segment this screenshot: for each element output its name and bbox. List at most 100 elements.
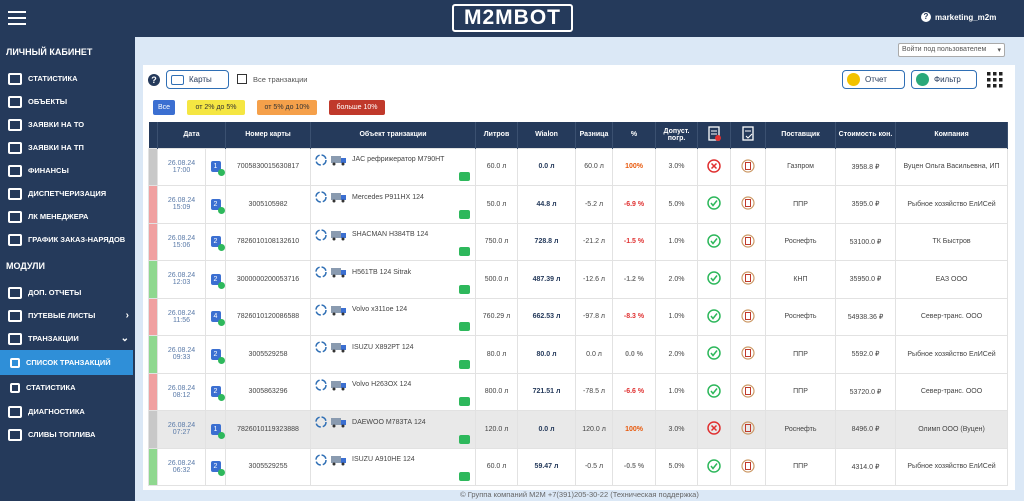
nav-item[interactable]: СТАТИСТИКА (0, 67, 135, 90)
comment-icon[interactable] (459, 359, 471, 369)
object-name: ISUZU А910НЕ 124 (352, 456, 415, 463)
count-badge[interactable]: 2 (210, 348, 225, 364)
nav-item[interactable]: ЗАЯВКИ НА ТО (0, 113, 135, 136)
filter-chip[interactable]: от 2% до 5% (187, 100, 245, 115)
count-badge[interactable]: 2 (210, 273, 225, 289)
table-row[interactable]: 26.08.24 12:03 2 3000000200053716 Н561ТВ 124… (148, 260, 1009, 299)
check-status[interactable] (697, 147, 732, 186)
header-cell[interactable]: Wialon (517, 122, 577, 148)
filter-chip[interactable]: больше 10% (329, 100, 385, 115)
count-badge[interactable]: 2 (210, 386, 225, 402)
object-icons (315, 228, 347, 241)
table-row[interactable]: 26.08.24 17:00 1 7005830015630817 JAC рефриж… (148, 147, 1009, 186)
nav-item[interactable]: ГРАФИК ЗАКАЗ-НАРЯДОВ (0, 228, 135, 251)
login-as-select[interactable]: Войти под пользователем ▾ (898, 43, 1005, 57)
nav-item[interactable]: ЛК МЕНЕДЖЕРА (0, 205, 135, 228)
check-status[interactable] (697, 222, 732, 261)
check-status[interactable] (697, 297, 732, 336)
nav-item[interactable]: ДИАГНОСТИКА (0, 400, 135, 423)
count-badge[interactable]: 2 (210, 236, 225, 252)
header-cell[interactable]: % (612, 122, 657, 148)
doc-status[interactable] (730, 222, 767, 261)
checkbox[interactable] (237, 74, 247, 84)
header-cell[interactable]: Компания (895, 122, 1009, 148)
table-row[interactable]: 26.08.24 15:09 2 3005105982 Mercedes P911HX … (148, 185, 1009, 224)
doc-status[interactable] (730, 297, 767, 336)
check-status[interactable] (697, 260, 732, 299)
date: 26.08.24 (167, 159, 196, 167)
count-badge[interactable]: 2 (210, 198, 225, 214)
count-badge[interactable]: 4 (210, 311, 225, 327)
doc-status[interactable] (730, 147, 767, 186)
check-status[interactable] (697, 447, 732, 486)
nav-item[interactable]: ФИНАНСЫ (0, 159, 135, 182)
comment-icon[interactable] (459, 397, 471, 406)
comment-icon[interactable] (459, 247, 471, 256)
doc-icon (741, 309, 755, 323)
grid-menu[interactable] (987, 72, 1003, 88)
doc-status[interactable] (730, 372, 767, 411)
header-cell[interactable]: Стоимость кон. (835, 122, 897, 148)
status-icon (707, 346, 721, 360)
count-badge[interactable]: 1 (210, 423, 225, 439)
nav-item[interactable]: СТАТИСТИКА (0, 375, 135, 400)
check-status[interactable] (697, 335, 732, 374)
header-cell[interactable]: Допуст. погр. (655, 122, 699, 148)
badge-cell: 2 (204, 185, 227, 224)
nav-item[interactable]: СПИСОК ТРАНЗАКЦИЙ (0, 350, 133, 375)
nav-item[interactable]: ПУТЕВЫЕ ЛИСТЫ › (0, 304, 135, 327)
header-cell[interactable]: Дата (157, 122, 227, 148)
tolerance: 1.0% (655, 297, 699, 336)
count-badge[interactable]: 1 (210, 161, 225, 177)
nav-item[interactable]: ОБЪЕКТЫ (0, 90, 135, 113)
nav-item[interactable]: ЗАЯВКИ НА ТП (0, 136, 135, 159)
doc-status[interactable] (730, 410, 767, 449)
filter-button[interactable]: Фильтр (911, 70, 977, 89)
nav-item[interactable]: СЛИВЫ ТОПЛИВА (0, 423, 135, 446)
nav-arrow: ⌄ (120, 333, 129, 344)
comment-icon[interactable] (459, 434, 471, 444)
percent: -1.2 % (612, 260, 657, 299)
report-button[interactable]: Отчет (842, 70, 905, 89)
menu-button[interactable] (8, 11, 28, 25)
comment-icon[interactable] (459, 209, 471, 219)
doc-icon (741, 159, 755, 173)
table-row[interactable]: 26.08.24 08:12 2 3005863296 Volvo Н263ОХ 124… (148, 372, 1009, 411)
nav-item[interactable]: ТРАНЗАКЦИИ ⌄ (0, 327, 135, 350)
comment-icon[interactable] (459, 472, 471, 481)
user-menu[interactable]: ? marketing_m2m (921, 12, 996, 22)
header-cell[interactable]: Литров (475, 122, 519, 148)
table-row[interactable]: 26.08.24 15:06 2 7826010108132610 SHACMAN Н3… (148, 222, 1009, 261)
table-row[interactable]: 26.08.24 07:27 1 7826010119323888 DAEWOO М78… (148, 410, 1009, 449)
doc-status[interactable] (730, 335, 767, 374)
footer: © Группа компаний М2М +7(391)205-30-22 (… (460, 490, 699, 499)
table-row[interactable]: 26.08.24 06:32 2 3005529255 ISUZU А910НЕ 124… (148, 447, 1009, 486)
doc-status[interactable] (730, 447, 767, 486)
tolerance: 5.0% (655, 447, 699, 486)
logo[interactable]: M2MBOT (452, 4, 573, 32)
help-icon[interactable]: ? (148, 74, 160, 86)
table-row[interactable]: 26.08.24 09:33 2 3005529258 ISUZU Х892РТ 124… (148, 335, 1009, 374)
count-badge[interactable]: 2 (210, 461, 225, 477)
comment-icon[interactable] (459, 322, 471, 331)
doc-status[interactable] (730, 185, 767, 224)
status-icon (707, 196, 721, 210)
filter-chip[interactable]: Все (153, 100, 175, 115)
comment-icon[interactable] (459, 172, 471, 181)
filter-chip[interactable]: от 5% до 10% (257, 100, 317, 115)
percent: 100% (612, 147, 657, 186)
header-cell[interactable]: Поставщик (765, 122, 837, 148)
header-cell[interactable]: Разница (575, 122, 614, 148)
check-status[interactable] (697, 372, 732, 411)
comment-icon[interactable] (459, 284, 471, 294)
check-status[interactable] (697, 185, 732, 224)
date: 26.08.24 (167, 459, 196, 467)
table-row[interactable]: 26.08.24 11:56 4 7826010120086588 Volvo х311… (148, 297, 1009, 336)
header-cell[interactable]: Номер карты (225, 122, 312, 148)
check-status[interactable] (697, 410, 732, 449)
header-cell[interactable]: Объект транзакции (310, 122, 477, 148)
nav-item[interactable]: ДОП. ОТЧЕТЫ (0, 281, 135, 304)
nav-item[interactable]: ДИСПЕТЧЕРИЗАЦИЯ (0, 182, 135, 205)
doc-status[interactable] (730, 260, 767, 299)
cards-button[interactable]: Карты (166, 70, 229, 89)
